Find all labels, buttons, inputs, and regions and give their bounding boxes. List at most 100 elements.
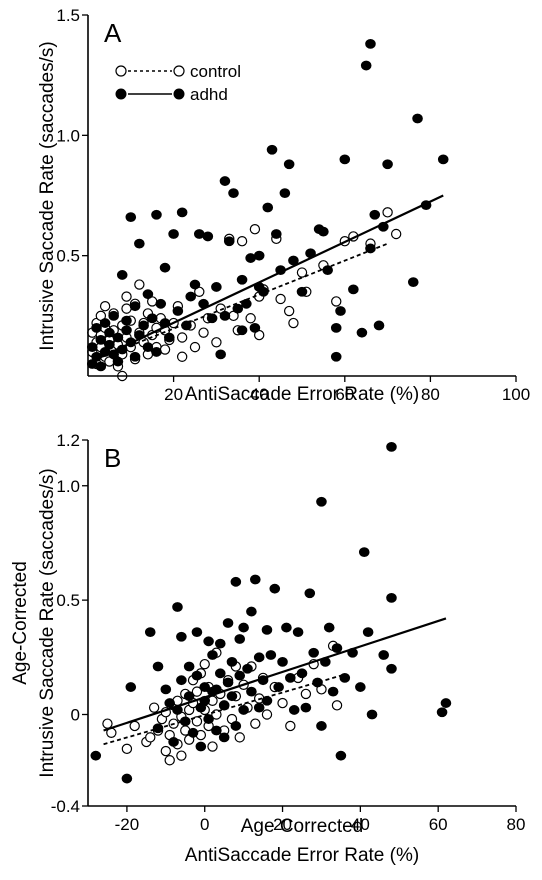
panel-a-point-control [176,332,188,343]
panel-a-point-control [283,305,295,317]
panel-b-point-adhd [176,631,187,642]
panel-b-point-adhd [250,574,261,585]
panel-a-point-adhd [104,339,115,350]
panel-a-point-control [296,267,308,278]
panel-b-point-adhd [187,727,199,738]
panel-a-point-control [236,236,248,247]
panel-b: -20 0 20 40 60 80 -0.4 0 0.5 1.0 1.2 B Age Correct… [10,431,525,866]
legend-control-marker-right [173,65,185,77]
panel-b-point-adhd [226,656,238,667]
panel-a-point-adhd [138,320,149,331]
panel-b-x-tick-label: 80 [507,815,526,834]
panel-a-point-adhd [99,318,111,328]
panel-a-point-adhd [112,332,124,343]
panel-a-point-control [121,303,132,314]
panel-a-x-tick-label: 60 [335,385,354,404]
panel-b-point-adhd [265,650,277,660]
legend-adhd-marker-right [173,88,185,100]
panel-b-point-adhd [292,627,304,638]
panel-b-point-adhd [378,650,390,660]
panel-b-point-adhd [195,741,207,752]
panel-b-point-adhd [386,441,397,452]
panel-b-points [90,441,452,784]
panel-b-point-adhd [211,725,222,736]
panel-a-point-adhd [335,306,346,316]
panel-a-x-title: AntiSaccade Error Rate (%) [185,384,419,405]
panel-b-point-control [148,702,160,713]
panel-a-point-control [211,337,222,348]
panel-a-point-adhd [228,188,239,198]
panel-a-point-control [99,301,111,312]
panel-a-point-adhd [412,113,423,124]
panel-b-point-adhd [273,682,284,692]
panel-b-point-adhd [183,691,195,702]
panel-b-point-adhd [261,624,273,635]
panel-b-point-adhd [386,663,397,674]
panel-a-y-tick-label: 1.5 [56,6,80,25]
panel-b-point-adhd [218,700,230,711]
panel-b-point-adhd [238,622,249,633]
panel-a-point-adhd [339,154,351,165]
panel-b-y-tick-label: 1.0 [56,477,80,496]
panel-b-label: B [104,443,121,473]
panel-a-point-adhd [249,322,261,333]
panel-b-point-control [191,716,203,727]
panel-a-point-adhd [134,238,145,249]
panel-a-point-adhd [172,306,184,316]
panel-a-y-tick-label: 1.0 [56,126,80,145]
panel-a-point-control [331,296,342,307]
panel-b-x-title-line1: Age Corrected [241,816,364,837]
panel-b-point-adhd [323,622,335,633]
panel-a-point-adhd [95,361,107,372]
panel-a-fit-control [96,242,388,360]
panel-a-point-adhd [121,325,132,336]
panel-b-point-adhd [234,634,246,644]
panel-b-point-adhd [331,643,343,654]
panel-b-point-adhd [296,668,308,679]
panel-b-point-control [129,720,140,732]
panel-a-points [86,38,449,382]
panel-b-point-adhd [222,677,234,688]
panel-b-fit-adhd [103,617,447,732]
panel-a-point-adhd [164,332,175,343]
panel-b-fit-lines [103,617,447,746]
panel-b-point-adhd [168,737,179,747]
panel-b-point-adhd [386,592,397,603]
panel-a-point-adhd [253,250,265,261]
panel-b-point-adhd [172,602,183,612]
panel-a-point-control [198,327,209,338]
panel-b-point-control [331,700,343,711]
panel-a-y-tick-label: 0.5 [56,247,80,266]
panel-a-point-adhd [211,282,222,292]
panel-b-point-adhd [214,638,226,649]
panel-a-point-adhd [296,286,308,297]
panel-b-point-adhd [316,721,327,731]
panel-b-point-adhd [191,627,203,638]
panel-b-point-adhd [327,686,339,697]
panel-b-point-adhd [214,668,226,679]
panel-a-point-adhd [288,255,299,266]
legend-adhd-marker-left [115,88,127,100]
panel-b-point-adhd [238,705,249,715]
panel-b-point-adhd [285,673,296,683]
panel-b-point-adhd [246,606,257,617]
panel-a-point-adhd [236,325,248,336]
panel-b-point-adhd [436,707,448,718]
panel-a-point-adhd [360,60,372,71]
panel-b-point-adhd [164,698,176,708]
panel-b-point-adhd [176,675,187,686]
panel-b-point-control [145,732,156,743]
panel-a-point-adhd [168,229,179,239]
panel-b-y-tick-label: 1.2 [56,431,80,450]
panel-b-point-adhd [253,652,265,663]
panel-a-y-title: Intrusive Saccade Rate (saccades/s) [37,41,58,350]
panel-b-point-adhd [207,650,218,660]
panel-a-x-tick-label: 100 [502,385,530,404]
panel-a-point-control [288,317,299,329]
panel-b-point-control [164,755,175,766]
panel-b-x-tick-label: 60 [429,815,448,834]
panel-b-point-adhd [366,709,378,720]
panel-a-point-adhd [104,327,115,338]
panel-a-point-control [189,341,201,353]
